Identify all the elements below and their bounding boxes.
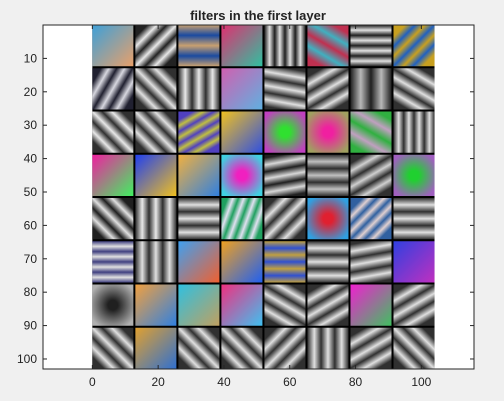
filter-cell [135, 25, 177, 67]
filter-cell [350, 198, 392, 240]
x-tick-label: 60 [283, 375, 297, 389]
y-tick-label: 100 [17, 352, 37, 366]
filter-cell [350, 241, 392, 283]
filter-cell [135, 154, 177, 196]
filter-cell [92, 327, 134, 369]
filter-cell [264, 154, 306, 196]
filter-cell [350, 327, 392, 369]
filter-cell [307, 284, 349, 326]
filter-cell [221, 68, 263, 110]
x-tick-label: 80 [349, 375, 363, 389]
filter-cell [307, 327, 349, 369]
filter-cell [350, 111, 392, 153]
filter-cell [307, 198, 349, 240]
filter-cell [393, 25, 435, 67]
filter-cell [221, 154, 263, 196]
filter-cell [178, 198, 220, 240]
filter-cell [135, 327, 177, 369]
y-tick-label: 80 [24, 285, 38, 299]
filter-cell [92, 111, 134, 153]
y-tick-label: 60 [24, 218, 38, 232]
filter-cell [393, 241, 435, 283]
filter-cell [92, 284, 134, 326]
filter-cell [221, 241, 263, 283]
filter-cell [135, 198, 177, 240]
filter-cell [178, 154, 220, 196]
x-axis: 0 20 40 60 80 100 [89, 25, 432, 389]
filter-cell [221, 327, 263, 369]
filter-cell [393, 327, 435, 369]
filter-cell [393, 111, 435, 153]
y-tick-label: 30 [24, 118, 38, 132]
y-axis: 10 20 30 40 50 60 70 80 90 100 [17, 51, 474, 366]
filter-cell [264, 68, 306, 110]
x-tick-label: 40 [217, 375, 231, 389]
filter-cell [178, 241, 220, 283]
filter-cell [393, 154, 435, 196]
filter-cell [264, 284, 306, 326]
y-tick-label: 90 [24, 319, 38, 333]
filter-cell [264, 25, 306, 67]
filter-cell [135, 68, 177, 110]
filter-cell [178, 327, 220, 369]
filter-cell [221, 25, 263, 67]
filter-cell [350, 25, 392, 67]
filter-cell [264, 198, 306, 240]
y-tick-label: 20 [24, 85, 38, 99]
filter-cell [264, 111, 306, 153]
filter-cell [393, 284, 435, 326]
filter-cell [307, 25, 349, 67]
x-tick-label: 0 [89, 375, 96, 389]
filter-cell [264, 241, 306, 283]
filter-cell [393, 198, 435, 240]
filter-cell [393, 68, 435, 110]
filter-cell [350, 68, 392, 110]
filter-cell [221, 198, 263, 240]
filter-cell [307, 154, 349, 196]
filter-cell [135, 241, 177, 283]
filter-cell [307, 241, 349, 283]
filter-cell [92, 25, 134, 67]
x-tick-label: 20 [151, 375, 165, 389]
y-tick-label: 70 [24, 252, 38, 266]
filter-cell [350, 284, 392, 326]
filter-cell [350, 154, 392, 196]
filter-cell [178, 68, 220, 110]
y-tick-label: 50 [24, 185, 38, 199]
filter-cell [221, 284, 263, 326]
filter-cell [178, 111, 220, 153]
y-tick-label: 40 [24, 152, 38, 166]
axes-frame [42, 24, 475, 370]
filter-cell [92, 198, 134, 240]
filter-cell [92, 154, 134, 196]
x-tick-label: 100 [411, 375, 431, 389]
y-tick-label: 10 [24, 51, 38, 65]
filter-cell [178, 25, 220, 67]
filter-cell [92, 68, 134, 110]
filter-cell [307, 68, 349, 110]
plot-title: filters in the first layer [190, 8, 326, 23]
filter-cell [135, 111, 177, 153]
filter-cell [264, 327, 306, 369]
filter-cell [221, 111, 263, 153]
filter-cell [92, 241, 134, 283]
filter-cell [178, 284, 220, 326]
filter-mosaic [92, 25, 435, 369]
filter-cell [307, 111, 349, 153]
filter-cell [135, 284, 177, 326]
